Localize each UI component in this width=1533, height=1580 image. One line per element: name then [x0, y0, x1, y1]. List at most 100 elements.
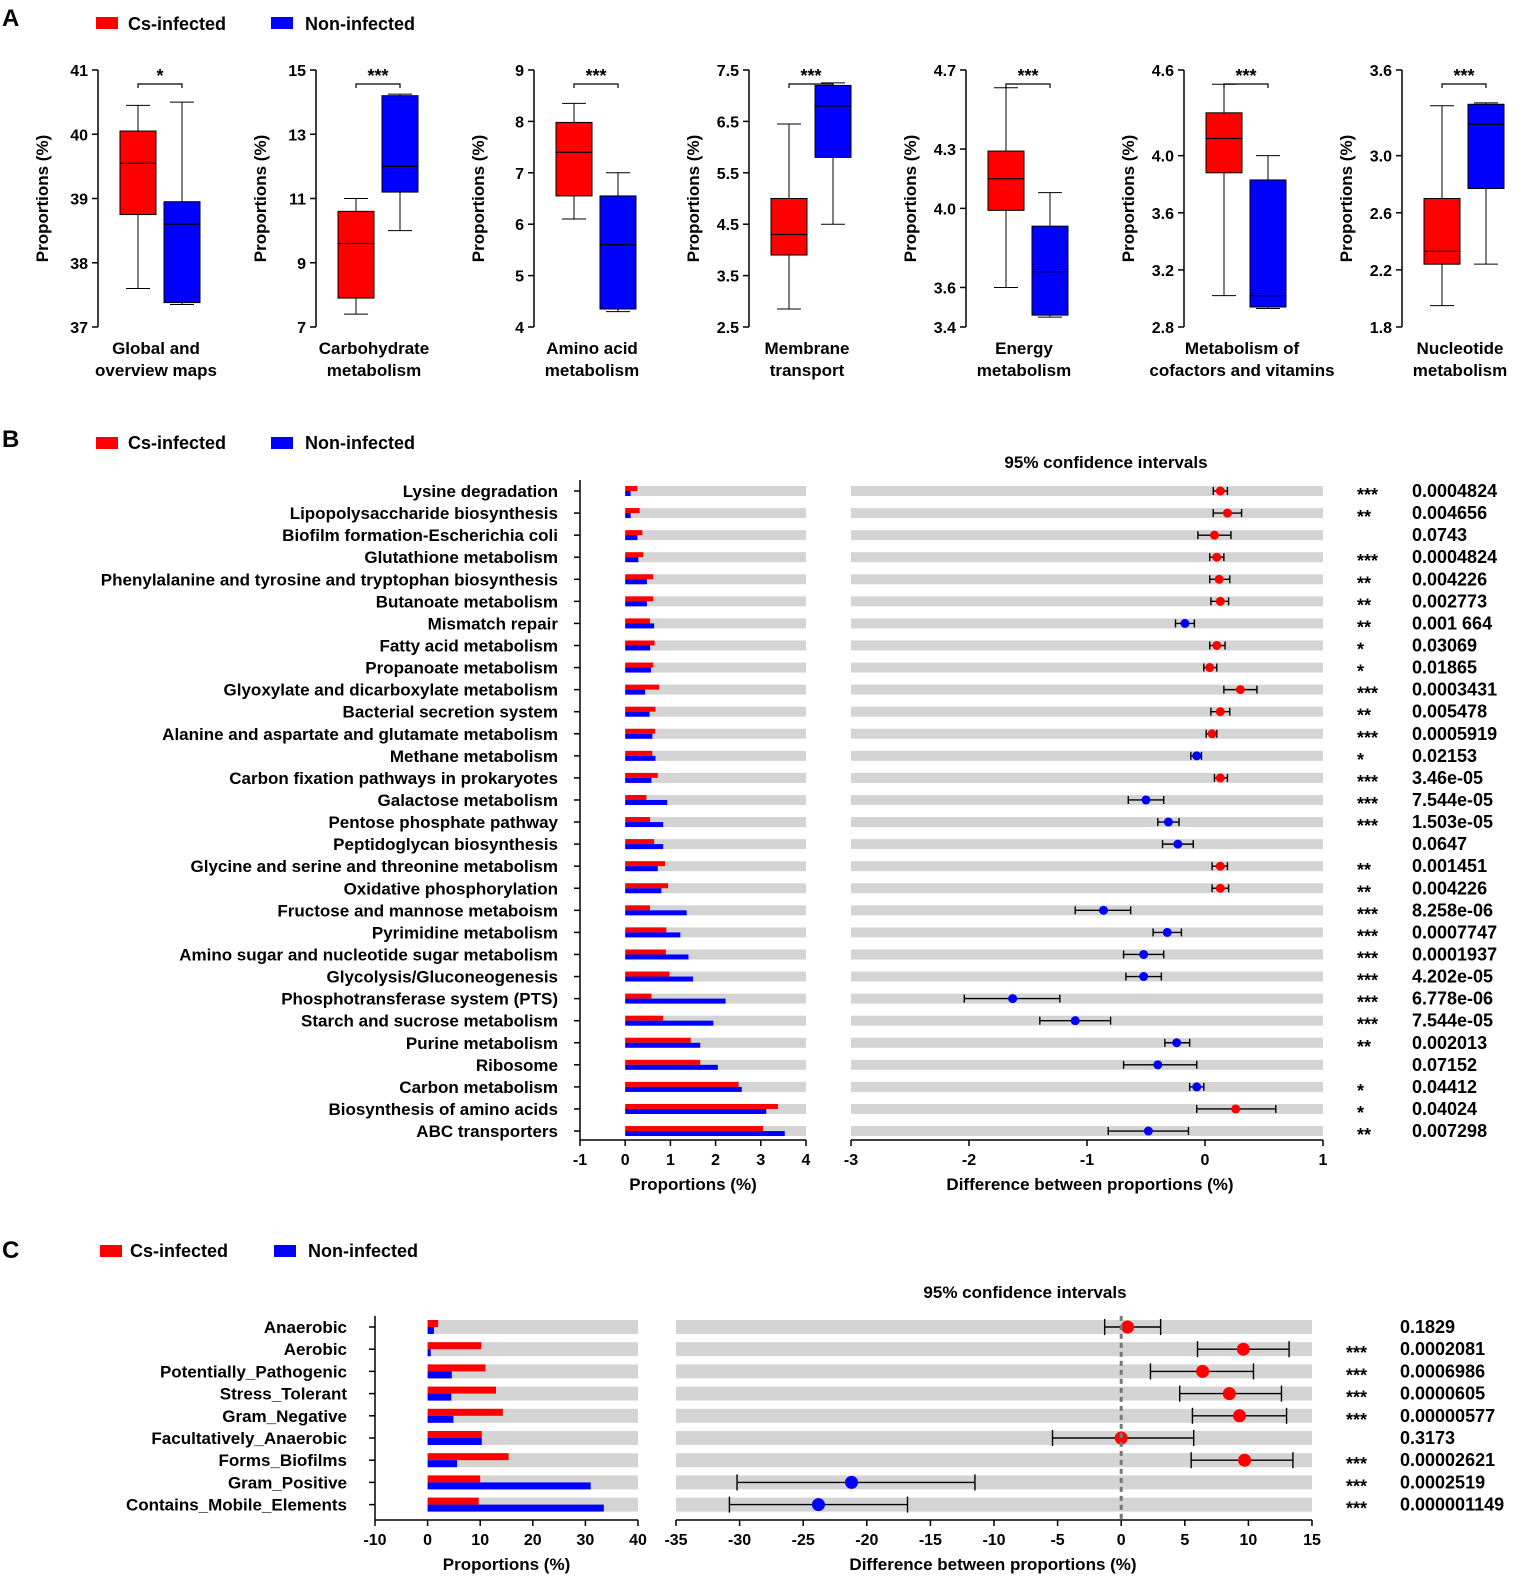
row-noninfected-bar	[625, 1108, 767, 1114]
row-noninfected-bar	[625, 733, 653, 739]
row: Lipopolysaccharide biosynthesis ** 0.00465…	[290, 503, 1487, 527]
row-left-track	[625, 486, 806, 496]
row: Glycine and serine and threonine metabol…	[191, 856, 1488, 880]
row: Mismatch repair ** 0.001 664	[428, 613, 1492, 637]
row-right-track	[851, 794, 1323, 805]
plot-6-category-label: Metabolism of	[1185, 339, 1300, 358]
row-diff-point	[1121, 1320, 1135, 1334]
row-label: Alanine and aspartate and glutamate meta…	[162, 725, 558, 744]
row-noninfected-bar	[625, 601, 647, 607]
row-sig-marker: *	[1357, 662, 1364, 682]
row-p-value: 0.04024	[1412, 1099, 1477, 1119]
row-right-track	[851, 1103, 1323, 1114]
panel-letter-c: C	[2, 1237, 19, 1264]
row-p-value: 1.503e-05	[1412, 812, 1493, 832]
row-noninfected-bar	[427, 1349, 431, 1357]
row-label: Carbon fixation pathways in prokaryotes	[229, 769, 558, 788]
row: Lysine degradation *** 0.0004824	[403, 481, 1497, 505]
row-infected-bar	[427, 1408, 503, 1416]
plot-6-tick-label: 3.2	[1152, 263, 1174, 280]
row-right-track	[851, 949, 1323, 960]
left-x-tick-label: -10	[363, 1532, 386, 1549]
plot-3-sig-bracket	[573, 83, 619, 88]
plot-7-infected-iqr	[1423, 198, 1461, 265]
plot-3: 4 5 6 7 8 9 Proportions (%) *** Amino acid metabo…	[469, 63, 639, 380]
right-x-tick-label: 15	[1303, 1532, 1321, 1549]
row-label: Pentose phosphate pathway	[328, 813, 558, 832]
row: Potentially_Pathogenic *** 0.0006986	[160, 1361, 1485, 1385]
left-x-axis-label: Proportions (%)	[629, 1175, 757, 1194]
row-label: Potentially_Pathogenic	[160, 1362, 347, 1381]
row-right-track	[676, 1431, 1312, 1445]
row-label: Amino sugar and nucleotide sugar metabol…	[179, 945, 558, 964]
row-infected-bar	[625, 706, 656, 712]
row-left-track	[625, 530, 806, 541]
row-noninfected-bar	[427, 1371, 452, 1379]
plot-7-infected-box	[1423, 105, 1461, 307]
row-p-value: 0.0003431	[1412, 680, 1497, 700]
row-diff-point	[1114, 1431, 1128, 1445]
row: Glutathione metabolism *** 0.0004824	[364, 547, 1497, 571]
panel-a-boxplots: 37 38 39 40 41 Proportions (%) * Global and over…	[33, 63, 1507, 380]
row-p-value: 0.0743	[1412, 525, 1467, 545]
row-left-track	[625, 552, 806, 563]
row-noninfected-bar	[625, 623, 655, 629]
row-diff-point	[1205, 663, 1215, 673]
plot-7-sig-bracket	[1441, 83, 1487, 88]
row-noninfected-bar	[427, 1438, 482, 1445]
ci-title: 95% confidence intervals	[1004, 453, 1207, 472]
row-diff-point	[1209, 530, 1219, 540]
row: Alanine and aspartate and glutamate meta…	[162, 724, 1497, 748]
row: Amino sugar and nucleotide sugar metabol…	[179, 944, 1497, 968]
row-label: Galactose metabolism	[378, 791, 558, 810]
plot-6-noninfected-box	[1249, 155, 1287, 309]
row-label: Contains_Mobile_Elements	[126, 1496, 347, 1515]
row-infected-bar	[427, 1386, 496, 1394]
row: Stress_Tolerant *** 0.0000605	[220, 1384, 1485, 1408]
plot-6-noninfected-iqr	[1249, 179, 1287, 308]
right-x-tick-label: -10	[982, 1532, 1005, 1549]
row-noninfected-bar	[427, 1482, 591, 1490]
plot-4-tick-label: 3.5	[717, 269, 739, 286]
right-x-tick-label: -30	[728, 1532, 751, 1549]
legend-b-infected-swatch	[96, 437, 118, 449]
plot-7-tick-label: 2.6	[1370, 206, 1392, 223]
plot-1-sig-marker: *	[156, 66, 163, 86]
plot-6: 2.8 3.2 3.6 4.0 4.6 Proportions (%) *** Metabol…	[1119, 63, 1335, 380]
row-sig-marker: *	[1357, 1103, 1364, 1123]
row-right-track	[851, 684, 1323, 695]
row-label: Butanoate metabolism	[376, 592, 558, 611]
row-p-value: 7.544e-05	[1412, 1011, 1493, 1031]
row-diff-point	[1192, 1082, 1202, 1092]
row-label: Stress_Tolerant	[220, 1385, 348, 1404]
plot-7-category-label: metabolism	[1413, 361, 1507, 380]
row: Facultatively_Anaerobic 0.3173	[151, 1428, 1455, 1448]
legend-a-infected-swatch	[96, 17, 118, 29]
plot-7-tick-label: 2.2	[1370, 263, 1392, 280]
row-p-value: 0.0001937	[1412, 944, 1497, 964]
row-p-value: 0.004656	[1412, 503, 1487, 523]
plot-3-noninfected-iqr	[599, 195, 637, 310]
row-right-track	[676, 1408, 1312, 1423]
row-noninfected-bar	[625, 910, 687, 916]
row-sig-marker: **	[1357, 860, 1371, 880]
row: Aerobic *** 0.0002081	[284, 1339, 1485, 1363]
row-left-track	[625, 949, 806, 960]
plot-4: 2.5 3.5 4.5 5.5 6.5 7.5 Proportions (%) *** Memb…	[684, 63, 852, 380]
row-p-value: 0.002013	[1412, 1033, 1487, 1053]
row: Biosynthesis of amino acids * 0.04024	[328, 1099, 1477, 1123]
row-left-track	[625, 817, 806, 828]
row-right-track	[851, 1059, 1323, 1070]
row-left-track	[625, 684, 806, 695]
plot-3-category-label: metabolism	[545, 361, 639, 380]
row-right-track	[676, 1497, 1312, 1512]
plot-4-noninfected-iqr	[814, 84, 852, 158]
row-right-track	[851, 508, 1323, 519]
panel-b-error-bar-chart: 95% confidence intervals Lysine degradati…	[101, 453, 1497, 1194]
row-p-value: 0.001 664	[1412, 613, 1492, 633]
row-right-track	[851, 552, 1323, 563]
plot-5-infected-iqr	[987, 150, 1025, 211]
right-x-tick-label: 1	[1319, 1152, 1328, 1169]
row: Glyoxylate and dicarboxylate metabolism *…	[224, 680, 1498, 704]
left-x-axis-label: Proportions (%)	[443, 1555, 571, 1574]
